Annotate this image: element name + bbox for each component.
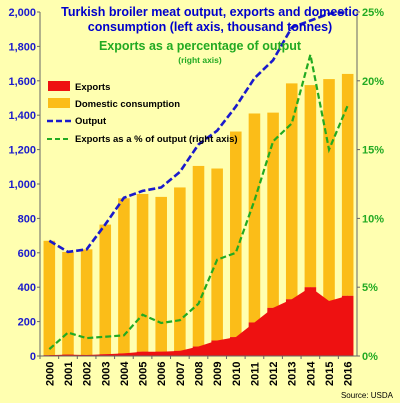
x-tick-label-2003: 2003 <box>100 362 112 386</box>
bar-domestic-2011 <box>248 113 261 323</box>
source-note: Source: USDA <box>341 391 394 400</box>
y-right-tick-label-3: 15% <box>362 145 384 157</box>
y-left-tick-label-600: 600 <box>18 248 36 260</box>
bar-domestic-2014 <box>304 85 317 288</box>
chart-subtitle: Exports as a percentage of output <box>99 39 302 53</box>
bar-domestic-2009 <box>211 168 223 341</box>
x-tick-label-2011: 2011 <box>249 362 261 386</box>
x-tick-label-2008: 2008 <box>194 362 206 386</box>
x-tick-label-2002: 2002 <box>82 362 94 386</box>
y-right-tick-label-5: 25% <box>362 7 384 19</box>
x-tick-label-2000: 2000 <box>44 362 56 386</box>
y-right-tick-label-2: 10% <box>362 213 384 225</box>
chart-subtitle-note: (right axis) <box>178 55 222 65</box>
x-tick-label-2012: 2012 <box>268 362 280 386</box>
x-tick-label-2015: 2015 <box>324 362 336 386</box>
y-left-tick-label-800: 800 <box>18 213 36 225</box>
bar-domestic-2001 <box>62 251 74 355</box>
chart-title-line-1: Turkish broiler meat output, exports and… <box>61 5 359 19</box>
y-left-tick-label-1800: 1,800 <box>8 41 36 53</box>
bar-domestic-2013 <box>285 83 298 300</box>
lines-layer <box>48 10 349 350</box>
axes-layer: 0 200 400 600 800 1,000 1,200 1,400 1,600 1,800 2,… <box>8 7 384 386</box>
bar-domestic-2002 <box>80 249 93 355</box>
legend-label-output: Output <box>75 116 107 127</box>
legend-label-domestic: Domestic consumption <box>75 99 180 110</box>
y-left-tick-label-400: 400 <box>18 282 36 294</box>
x-tick-label-2004: 2004 <box>119 361 131 386</box>
bar-domestic-2008 <box>192 165 205 347</box>
y-right-tick-label-0: 0% <box>362 351 378 363</box>
y-left-tick-label-1200: 1,200 <box>8 145 36 157</box>
x-tick-label-2006: 2006 <box>156 362 168 386</box>
x-tick-label-2009: 2009 <box>212 362 224 386</box>
bars-layer <box>43 73 354 356</box>
legend-swatch-exports <box>48 81 70 91</box>
line-exports-pct <box>48 54 349 350</box>
legend-label-pct: Exports as a % of output (right axis) <box>75 134 238 145</box>
bar-domestic-2010 <box>230 131 242 338</box>
y-left-tick-label-2000: 2,000 <box>8 7 36 19</box>
x-tick-label-2001: 2001 <box>63 362 75 386</box>
legend-swatch-domestic <box>48 98 70 108</box>
bar-domestic-2005 <box>136 193 149 352</box>
x-tick-label-2013: 2013 <box>287 362 299 386</box>
y-left-tick-label-1000: 1,000 <box>8 179 36 191</box>
y-left-tick-label-1600: 1,600 <box>8 76 36 88</box>
bar-domestic-2004 <box>118 198 130 354</box>
bar-domestic-2000 <box>43 240 56 356</box>
exports-area <box>49 287 348 356</box>
bar-domestic-2003 <box>99 224 112 355</box>
y-left-tick-label-1400: 1,400 <box>8 110 36 122</box>
line-output <box>48 10 348 254</box>
x-tick-label-2005: 2005 <box>138 362 150 386</box>
y-left-tick-label-200: 200 <box>18 317 36 329</box>
y-left-tick-label-0: 0 <box>30 351 36 363</box>
bar-domestic-2012 <box>267 112 279 308</box>
x-tick-label-2007: 2007 <box>175 362 187 386</box>
x-tick-label-2014: 2014 <box>305 361 317 386</box>
x-tick-label-2016: 2016 <box>343 362 355 386</box>
y-right-tick-label-1: 5% <box>362 282 378 294</box>
bar-domestic-2007 <box>174 187 186 351</box>
chart-title-line-2: consumption (left axis, thousand tonnes) <box>88 20 332 34</box>
y-right-tick-label-4: 20% <box>362 76 384 88</box>
legend: Exports Domestic consumption Output Expo… <box>47 81 238 145</box>
x-tick-label-2010: 2010 <box>231 362 243 386</box>
bar-domestic-2016 <box>341 73 354 296</box>
bar-domestic-2015 <box>323 79 335 301</box>
legend-label-exports: Exports <box>75 82 110 93</box>
bar-domestic-2006 <box>155 196 167 352</box>
